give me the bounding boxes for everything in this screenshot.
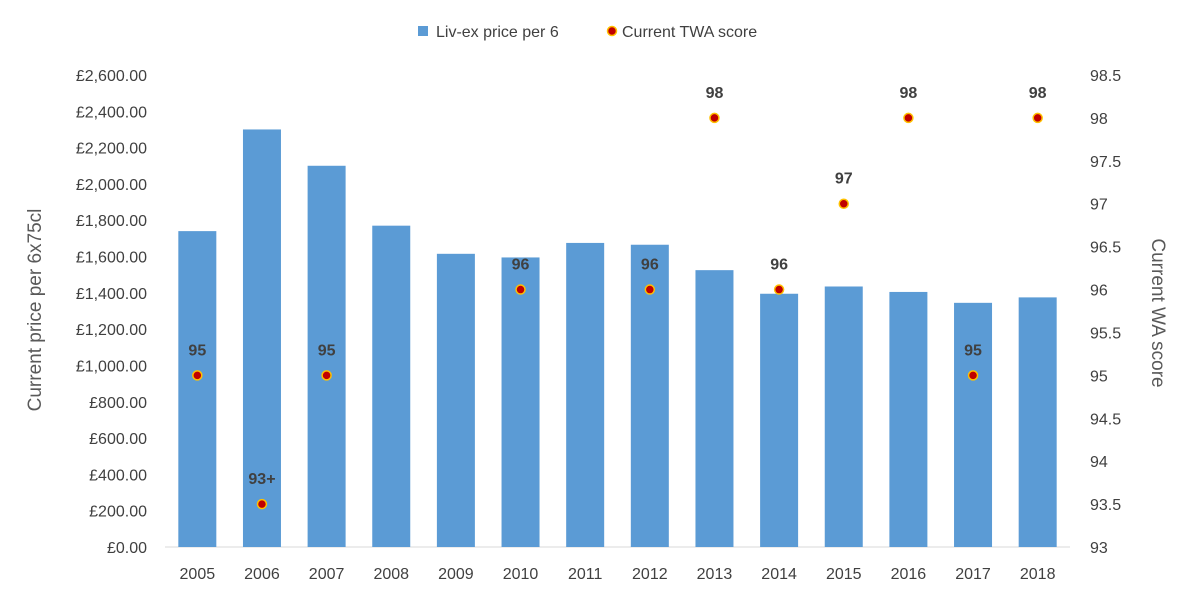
score-label-2014: 96 bbox=[770, 257, 788, 274]
score-labels: 95 93+ 95 96 96 98 96 97 98 95 98 bbox=[188, 85, 1046, 488]
score-label-2007: 95 bbox=[318, 342, 336, 359]
right-tick-label: 94.5 bbox=[1090, 411, 1121, 428]
score-point-2013 bbox=[709, 112, 720, 124]
bar-2005 bbox=[178, 231, 217, 547]
right-tick-label: 97 bbox=[1090, 197, 1108, 214]
left-tick-label: £600.00 bbox=[89, 431, 147, 448]
bar-2007 bbox=[307, 165, 346, 547]
right-tick-label: 96 bbox=[1090, 283, 1108, 300]
legend: Liv-ex price per 6 Current TWA score bbox=[418, 24, 757, 41]
x-tick-label: 2016 bbox=[891, 566, 927, 583]
x-tick-label: 2011 bbox=[568, 566, 603, 583]
right-tick-label: 98.5 bbox=[1090, 68, 1121, 85]
x-tick-label: 2013 bbox=[697, 566, 733, 583]
score-label-2010: 96 bbox=[512, 257, 530, 274]
left-tick-label: £1,200.00 bbox=[76, 322, 147, 339]
bar-2018 bbox=[1018, 297, 1057, 547]
score-label-2015: 97 bbox=[835, 171, 853, 188]
right-tick-label: 98 bbox=[1090, 111, 1108, 128]
score-point-2005 bbox=[192, 370, 203, 381]
bar-2012 bbox=[630, 244, 669, 547]
score-point-2007 bbox=[321, 370, 332, 381]
x-tick-label: 2010 bbox=[503, 566, 539, 583]
legend-label-score: Current TWA score bbox=[622, 24, 757, 41]
x-tick-label: 2008 bbox=[373, 566, 409, 583]
left-tick-label: £1,600.00 bbox=[76, 250, 147, 267]
left-tick-label: £400.00 bbox=[89, 467, 147, 484]
y-axis-left-title: Current price per 6x75cl bbox=[25, 209, 46, 412]
left-tick-label: £0.00 bbox=[107, 540, 147, 557]
left-tick-label: £2,200.00 bbox=[76, 141, 147, 158]
score-point-2018 bbox=[1032, 112, 1043, 124]
score-label-2013: 98 bbox=[706, 85, 724, 102]
x-tick-label: 2017 bbox=[955, 566, 991, 583]
score-label-2012: 96 bbox=[641, 257, 659, 274]
left-tick-label: £2,600.00 bbox=[76, 68, 147, 85]
score-label-2016: 98 bbox=[899, 85, 917, 102]
score-point-2015 bbox=[838, 198, 849, 209]
x-tick-label: 2005 bbox=[180, 566, 216, 583]
score-point-2017 bbox=[967, 370, 979, 381]
x-tick-label: 2012 bbox=[632, 566, 668, 583]
left-tick-label: £1,400.00 bbox=[76, 286, 147, 303]
bar-2011 bbox=[566, 242, 605, 547]
score-label-2017: 95 bbox=[964, 342, 982, 359]
score-point-2016 bbox=[903, 112, 914, 124]
left-tick-label: £200.00 bbox=[89, 504, 147, 521]
x-tick-label: 2009 bbox=[438, 566, 474, 583]
score-label-2006: 93+ bbox=[248, 471, 275, 488]
right-tick-label: 93.5 bbox=[1090, 497, 1121, 514]
x-tick-label: 2014 bbox=[761, 566, 797, 583]
right-tick-label: 95 bbox=[1090, 368, 1108, 385]
bar-2008 bbox=[372, 225, 411, 547]
bar-2016 bbox=[889, 291, 928, 547]
x-tick-label: 2018 bbox=[1020, 566, 1056, 583]
right-tick-label: 93 bbox=[1090, 540, 1108, 557]
bar-2009 bbox=[436, 253, 475, 548]
bar-2006 bbox=[242, 129, 281, 547]
y-axis-right-title: Current WA score bbox=[1147, 238, 1168, 387]
legend-label-price: Liv-ex price per 6 bbox=[436, 24, 559, 41]
right-tick-label: 95.5 bbox=[1090, 325, 1121, 342]
right-tick-label: 94 bbox=[1090, 454, 1108, 471]
x-axis-ticks: 2005 2006 2007 2008 2009 2010 2011 2012 2013 2014… bbox=[180, 566, 1056, 583]
left-tick-label: £1,800.00 bbox=[76, 213, 147, 230]
right-tick-label: 96.5 bbox=[1090, 240, 1121, 257]
bar-2017 bbox=[954, 302, 993, 547]
score-point-2006 bbox=[256, 498, 268, 510]
score-points bbox=[192, 112, 1043, 510]
x-tick-label: 2006 bbox=[244, 566, 280, 583]
legend-swatch-bar bbox=[418, 26, 428, 36]
score-point-2014 bbox=[773, 284, 785, 295]
left-tick-label: £2,000.00 bbox=[76, 177, 147, 194]
x-tick-label: 2007 bbox=[309, 566, 345, 583]
right-tick-label: 97.5 bbox=[1090, 154, 1121, 171]
legend-swatch-dot bbox=[606, 25, 618, 37]
left-tick-label: £800.00 bbox=[89, 395, 147, 412]
left-tick-label: £1,000.00 bbox=[76, 358, 147, 375]
bar-2015 bbox=[824, 286, 863, 547]
left-axis-ticks: £0.00 £200.00 £400.00 £600.00 £800.00 £1,000.… bbox=[76, 68, 147, 557]
score-point-2010 bbox=[515, 284, 526, 295]
bar-2013 bbox=[695, 270, 734, 547]
score-label-2005: 95 bbox=[188, 342, 206, 359]
score-point-2012 bbox=[644, 284, 656, 295]
x-tick-label: 2015 bbox=[826, 566, 862, 583]
bars bbox=[178, 129, 1057, 548]
bar-2014 bbox=[760, 293, 799, 547]
score-label-2018: 98 bbox=[1029, 85, 1047, 102]
right-axis-ticks: 93 93.5 94 94.5 95 95.5 96 96.5 97 97.5 98 98.5 bbox=[1090, 68, 1121, 557]
bar-2010 bbox=[501, 257, 540, 547]
left-tick-label: £2,400.00 bbox=[76, 104, 147, 121]
